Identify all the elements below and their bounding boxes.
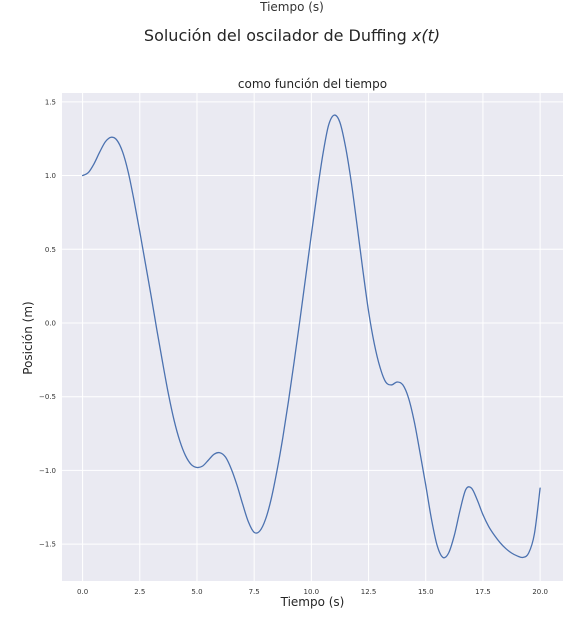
y-tick-label: 0.0 bbox=[45, 319, 56, 327]
y-tick-label: −0.5 bbox=[39, 393, 56, 401]
x-tick-label: 17.5 bbox=[475, 588, 491, 596]
x-tick-label: 2.5 bbox=[134, 588, 145, 596]
y-axis-title: Posición (m) bbox=[21, 301, 35, 375]
plot-area bbox=[62, 93, 563, 581]
x-tick-label: 7.5 bbox=[249, 588, 260, 596]
y-tick-label: −1.5 bbox=[39, 541, 56, 549]
chart-subtitle: como función del tiempo bbox=[237, 77, 388, 91]
chart-title-math: x(t) bbox=[411, 26, 441, 45]
x-tick-label: 20.0 bbox=[532, 588, 548, 596]
series-layer bbox=[81, 114, 541, 559]
y-tick-label: 1.0 bbox=[45, 172, 56, 180]
chart-title-text: Solución del oscilador de Duffing bbox=[143, 26, 412, 45]
top-axis-title: Tiempo (s) bbox=[260, 0, 324, 14]
y-tick-label: 1.5 bbox=[45, 98, 56, 106]
x-axis-title: Tiempo (s) bbox=[280, 595, 345, 609]
x-tick-label: 5.0 bbox=[191, 588, 202, 596]
y-tick-label: −1.0 bbox=[39, 467, 56, 475]
chart-title: Solución del oscilador de Duffing x(t) bbox=[0, 26, 584, 45]
x-tick-label: 15.0 bbox=[418, 588, 434, 596]
grid-layer bbox=[62, 93, 563, 581]
x-tick-label: 12.5 bbox=[361, 588, 377, 596]
tick-labels: 0.0 2.5 5.0 7.5 10.0 12.5 15.0 17.5 20.0 −1.5 −1.0… bbox=[39, 98, 548, 596]
x-tick-label: 0.0 bbox=[77, 588, 88, 596]
x-tick-label: 10.0 bbox=[304, 588, 320, 596]
y-tick-label: 0.5 bbox=[45, 246, 56, 254]
series-line bbox=[81, 114, 541, 559]
